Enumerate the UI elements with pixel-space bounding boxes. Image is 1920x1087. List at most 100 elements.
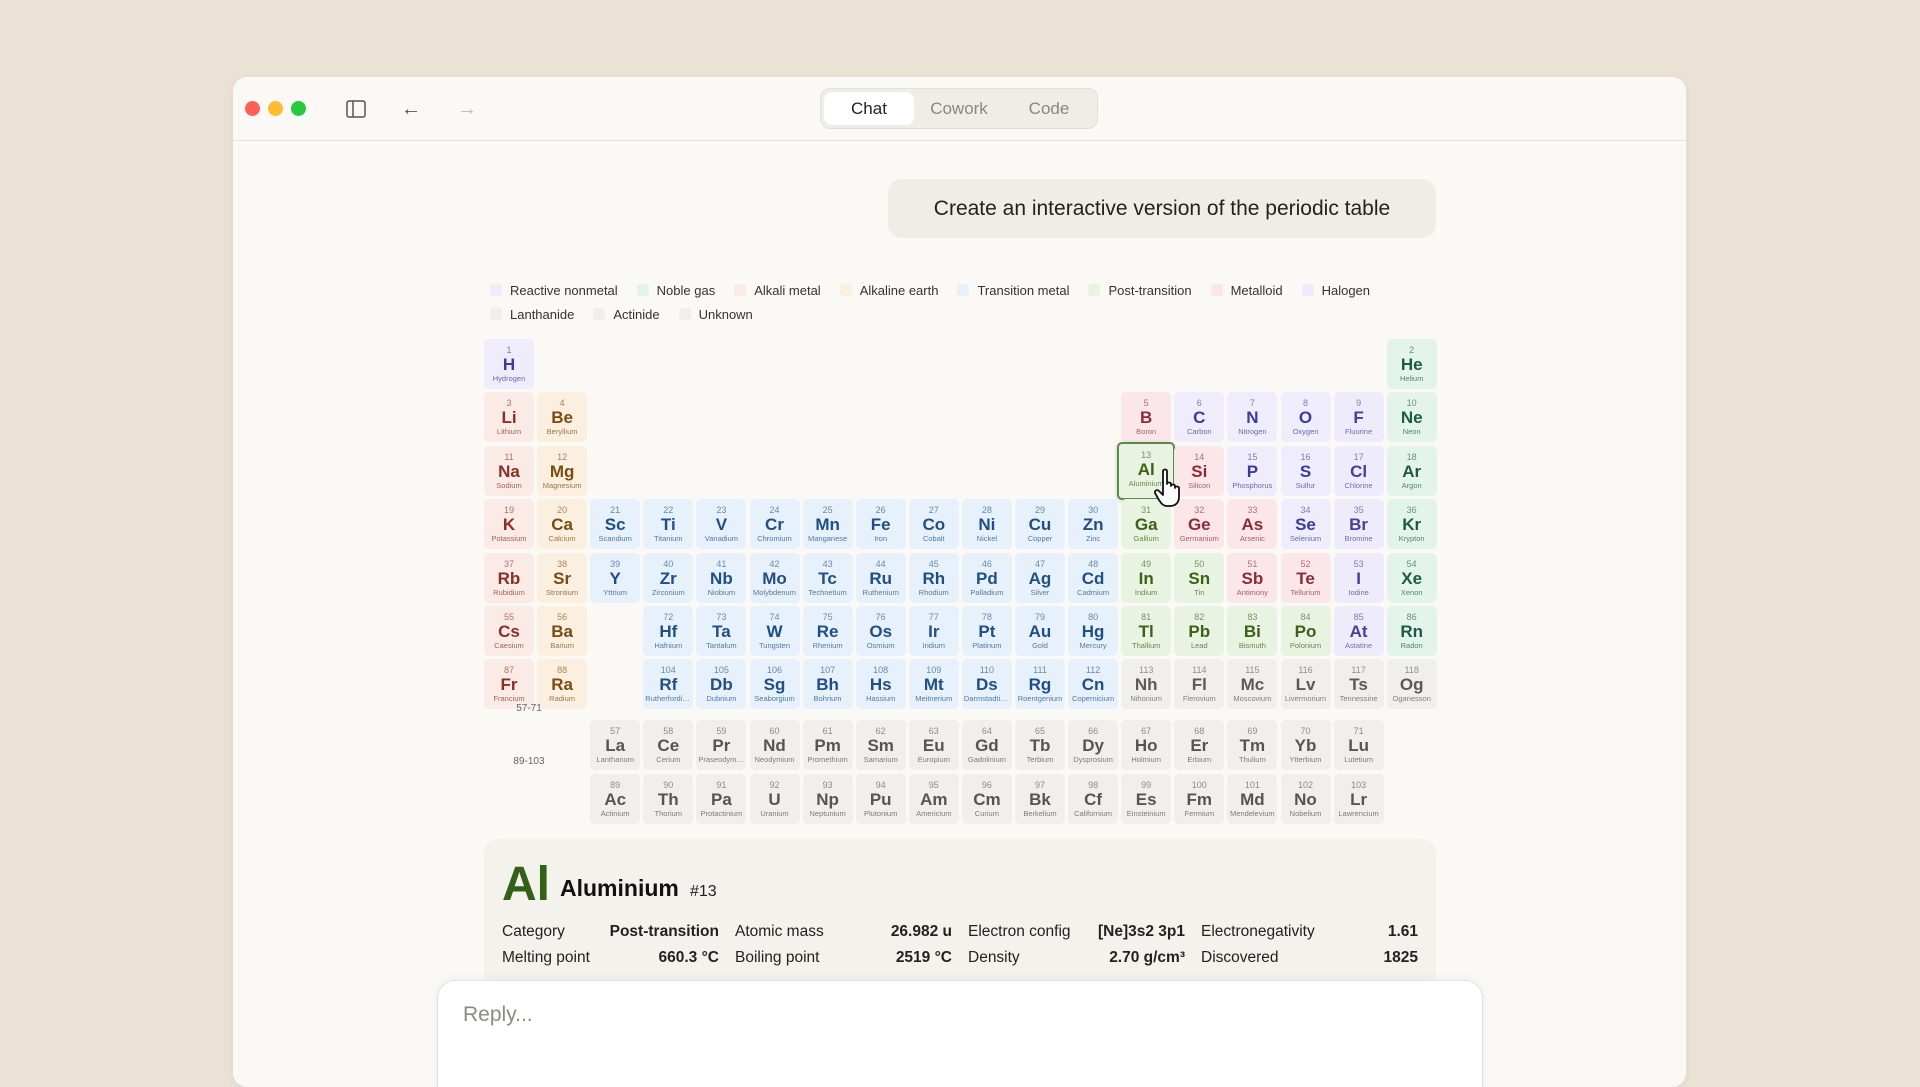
element-ga[interactable]: 31 Ga Gallium xyxy=(1121,499,1172,550)
element-sn[interactable]: 50 Sn Tin xyxy=(1174,552,1225,603)
reply-input[interactable]: Reply... xyxy=(437,980,1483,1087)
minimize-window-button[interactable] xyxy=(268,101,283,116)
element-au[interactable]: 79 Au Gold xyxy=(1015,606,1065,656)
element-po[interactable]: 84 Po Polonium xyxy=(1280,606,1331,656)
element-er[interactable]: 68 Er Erbium xyxy=(1174,720,1225,770)
legend-item-ae[interactable]: Alkaline earth xyxy=(839,278,938,302)
element-rn[interactable]: 86 Rn Radon xyxy=(1386,606,1437,656)
element-o[interactable]: 8 O Oxygen xyxy=(1280,392,1331,443)
element-ti[interactable]: 22 Ti Titanium xyxy=(643,499,694,550)
tab-cowork[interactable]: Cowork xyxy=(930,98,988,118)
element-ag[interactable]: 47 Ag Silver xyxy=(1015,552,1065,603)
element-no[interactable]: 102 No Nobelium xyxy=(1280,774,1331,824)
element-cf[interactable]: 98 Cf Californium xyxy=(1068,774,1119,824)
element-cm[interactable]: 96 Cm Curium xyxy=(961,774,1012,824)
legend-item-ac[interactable]: Actinide xyxy=(593,302,660,326)
element-ge[interactable]: 32 Ge Germanium xyxy=(1174,499,1225,550)
element-md[interactable]: 101 Md Mendelevium xyxy=(1227,774,1278,824)
element-h[interactable]: 1 H Hydrogen xyxy=(484,339,534,389)
element-pt[interactable]: 78 Pt Platinum xyxy=(961,606,1012,656)
element-li[interactable]: 3 Li Lithium xyxy=(484,392,534,443)
element-tc[interactable]: 43 Tc Technetium xyxy=(802,552,853,603)
element-ir[interactable]: 77 Ir Iridium xyxy=(908,606,959,656)
legend-item-pt[interactable]: Post-transition xyxy=(1088,278,1192,302)
tab-code[interactable]: Code xyxy=(1028,98,1070,118)
element-lu[interactable]: 71 Lu Lutetium xyxy=(1333,720,1384,770)
element-bi[interactable]: 83 Bi Bismuth xyxy=(1227,606,1278,656)
element-fe[interactable]: 26 Fe Iron xyxy=(855,499,906,550)
element-sg[interactable]: 106 Sg Seaborgium xyxy=(749,659,800,710)
element-pm[interactable]: 61 Pm Promethium xyxy=(802,720,853,770)
legend-item-ml[interactable]: Metalloid xyxy=(1210,278,1283,302)
element-cd[interactable]: 48 Cd Cadmium xyxy=(1068,552,1119,603)
element-cs[interactable]: 55 Cs Caesium xyxy=(484,606,534,656)
sidebar-toggle-icon[interactable] xyxy=(344,97,368,121)
element-es[interactable]: 99 Es Einsteinium xyxy=(1121,774,1172,824)
element-np[interactable]: 93 Np Neptunium xyxy=(802,774,853,824)
element-nh[interactable]: 113 Nh Nihonium xyxy=(1121,659,1172,710)
element-te[interactable]: 52 Te Tellurium xyxy=(1280,552,1331,603)
element-sb[interactable]: 51 Sb Antimony xyxy=(1227,552,1278,603)
element-mo[interactable]: 42 Mo Molybdenum xyxy=(749,552,800,603)
element-he[interactable]: 2 He Helium xyxy=(1386,339,1437,389)
element-yb[interactable]: 70 Yb Ytterbium xyxy=(1280,720,1331,770)
element-as[interactable]: 33 As Arsenic xyxy=(1227,499,1278,550)
element-k[interactable]: 19 K Potassium xyxy=(484,499,534,550)
element-lv[interactable]: 116 Lv Livermorium xyxy=(1280,659,1331,710)
element-re[interactable]: 75 Re Rhenium xyxy=(802,606,853,656)
element-si[interactable]: 14 Si Silicon xyxy=(1174,445,1225,496)
element-og[interactable]: 118 Og Oganesson xyxy=(1386,659,1437,710)
element-la[interactable]: 57 La Lanthanum xyxy=(590,720,641,770)
element-pu[interactable]: 94 Pu Plutonium xyxy=(855,774,906,824)
legend-item-rn[interactable]: Reactive nonmetal xyxy=(490,278,618,302)
element-mt[interactable]: 109 Mt Meitnerium xyxy=(908,659,959,710)
element-nb[interactable]: 41 Nb Niobium xyxy=(696,552,747,603)
tab-chat[interactable]: Chat xyxy=(824,92,914,125)
element-hf[interactable]: 72 Hf Hafnium xyxy=(643,606,694,656)
element-pr[interactable]: 59 Pr Praseodymium xyxy=(696,720,747,770)
element-ba[interactable]: 56 Ba Barium xyxy=(537,606,588,656)
element-eu[interactable]: 63 Eu Europium xyxy=(908,720,959,770)
element-ne[interactable]: 10 Ne Neon xyxy=(1386,392,1437,443)
element-pd[interactable]: 46 Pd Palladium xyxy=(961,552,1012,603)
element-sr[interactable]: 38 Sr Strontium xyxy=(537,552,588,603)
forward-arrow-icon[interactable]: → xyxy=(457,97,477,120)
element-at[interactable]: 85 At Astatine xyxy=(1333,606,1384,656)
element-pb[interactable]: 82 Pb Lead xyxy=(1174,606,1225,656)
element-ds[interactable]: 110 Ds Darmstadtium xyxy=(961,659,1012,710)
element-os[interactable]: 76 Os Osmium xyxy=(855,606,906,656)
element-be[interactable]: 4 Be Beryllium xyxy=(537,392,588,443)
element-c[interactable]: 6 C Carbon xyxy=(1174,392,1225,443)
element-b[interactable]: 5 B Boron xyxy=(1121,392,1172,443)
element-u[interactable]: 92 U Uranium xyxy=(749,774,800,824)
element-cl[interactable]: 17 Cl Chlorine xyxy=(1333,445,1384,496)
element-hs[interactable]: 108 Hs Hassium xyxy=(855,659,906,710)
legend-item-ha[interactable]: Halogen xyxy=(1301,278,1370,302)
element-ar[interactable]: 18 Ar Argon xyxy=(1386,445,1437,496)
element-gd[interactable]: 64 Gd Gadolinium xyxy=(961,720,1012,770)
element-in[interactable]: 49 In Indium xyxy=(1121,552,1172,603)
element-cr[interactable]: 24 Cr Chromium xyxy=(749,499,800,550)
element-lr[interactable]: 103 Lr Lawrencium xyxy=(1333,774,1384,824)
element-co[interactable]: 27 Co Cobalt xyxy=(908,499,959,550)
element-hg[interactable]: 80 Hg Mercury xyxy=(1068,606,1119,656)
element-nd[interactable]: 60 Nd Neodymium xyxy=(749,720,800,770)
element-cn[interactable]: 112 Cn Copernicium xyxy=(1068,659,1119,710)
element-mg[interactable]: 12 Mg Magnesium xyxy=(537,445,588,496)
legend-item-la[interactable]: Lanthanide xyxy=(490,302,574,326)
legend-item-tm[interactable]: Transition metal xyxy=(957,278,1069,302)
element-ho[interactable]: 67 Ho Holmium xyxy=(1121,720,1172,770)
element-am[interactable]: 95 Am Americium xyxy=(908,774,959,824)
element-mn[interactable]: 25 Mn Manganese xyxy=(802,499,853,550)
element-fm[interactable]: 100 Fm Fermium xyxy=(1174,774,1225,824)
legend-item-un[interactable]: Unknown xyxy=(678,302,753,326)
element-rg[interactable]: 111 Rg Roentgenium xyxy=(1015,659,1065,710)
element-v[interactable]: 23 V Vanadium xyxy=(696,499,747,550)
element-f[interactable]: 9 F Fluorine xyxy=(1333,392,1384,443)
element-ra[interactable]: 88 Ra Radium xyxy=(537,659,588,710)
element-fr[interactable]: 87 Fr Francium xyxy=(484,659,534,710)
element-n[interactable]: 7 N Nitrogen xyxy=(1227,392,1278,443)
element-zr[interactable]: 40 Zr Zirconium xyxy=(643,552,694,603)
element-rh[interactable]: 45 Rh Rhodium xyxy=(908,552,959,603)
element-bk[interactable]: 97 Bk Berkelium xyxy=(1015,774,1065,824)
